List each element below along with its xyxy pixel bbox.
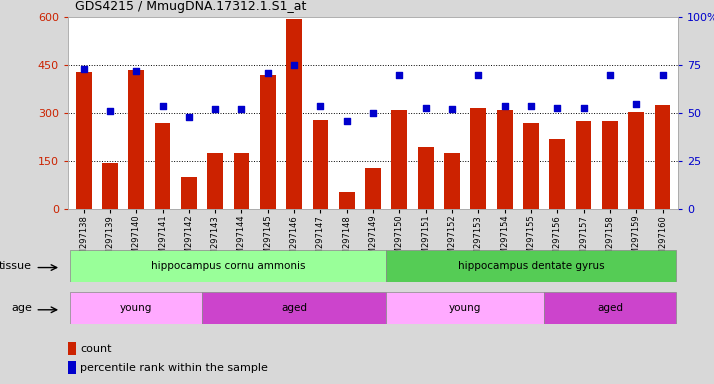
Bar bbox=[129, 70, 144, 209]
Bar bbox=[444, 153, 460, 209]
Bar bbox=[523, 123, 539, 209]
Bar bbox=[418, 147, 433, 209]
Text: aged: aged bbox=[281, 303, 307, 313]
Bar bbox=[386, 292, 544, 324]
Point bbox=[473, 72, 484, 78]
Bar bbox=[286, 19, 302, 209]
Point bbox=[315, 103, 326, 109]
Bar bbox=[365, 168, 381, 209]
Text: percentile rank within the sample: percentile rank within the sample bbox=[80, 363, 268, 373]
Point bbox=[209, 106, 221, 113]
Bar bbox=[313, 120, 328, 209]
Point bbox=[446, 106, 458, 113]
Bar bbox=[155, 123, 171, 209]
Text: hippocampus dentate gyrus: hippocampus dentate gyrus bbox=[458, 261, 604, 271]
Bar bbox=[655, 105, 670, 209]
Bar bbox=[68, 361, 76, 374]
Point bbox=[499, 103, 511, 109]
Bar bbox=[181, 177, 197, 209]
Point bbox=[367, 110, 378, 116]
Point bbox=[183, 114, 195, 120]
Bar bbox=[76, 72, 91, 209]
Point bbox=[657, 72, 668, 78]
Bar bbox=[544, 292, 675, 324]
Text: tissue: tissue bbox=[0, 261, 32, 271]
Bar bbox=[260, 75, 276, 209]
Bar bbox=[207, 153, 223, 209]
Point bbox=[288, 62, 300, 68]
Bar bbox=[602, 121, 618, 209]
Text: age: age bbox=[11, 303, 32, 313]
Bar bbox=[71, 292, 202, 324]
Bar bbox=[391, 110, 407, 209]
Point bbox=[341, 118, 353, 124]
Bar bbox=[549, 139, 565, 209]
Text: aged: aged bbox=[597, 303, 623, 313]
Point bbox=[104, 108, 116, 114]
Point bbox=[131, 68, 142, 74]
Bar bbox=[339, 192, 355, 209]
Bar bbox=[202, 292, 386, 324]
Bar bbox=[386, 250, 675, 282]
Text: young: young bbox=[449, 303, 481, 313]
Point bbox=[526, 103, 537, 109]
Point bbox=[630, 101, 642, 107]
Bar bbox=[628, 112, 644, 209]
Point bbox=[393, 72, 405, 78]
Point bbox=[262, 70, 273, 76]
Text: GDS4215 / MmugDNA.17312.1.S1_at: GDS4215 / MmugDNA.17312.1.S1_at bbox=[75, 0, 306, 13]
Bar bbox=[71, 250, 386, 282]
Bar bbox=[497, 110, 513, 209]
Point bbox=[551, 104, 563, 111]
Text: count: count bbox=[80, 344, 112, 354]
Bar bbox=[575, 121, 591, 209]
Bar bbox=[68, 342, 76, 355]
Bar bbox=[102, 163, 118, 209]
Point bbox=[236, 106, 247, 113]
Point bbox=[420, 104, 431, 111]
Text: hippocampus cornu ammonis: hippocampus cornu ammonis bbox=[151, 261, 306, 271]
Point bbox=[157, 103, 169, 109]
Bar bbox=[471, 109, 486, 209]
Point bbox=[578, 104, 589, 111]
Point bbox=[78, 66, 89, 72]
Bar bbox=[233, 153, 249, 209]
Text: young: young bbox=[120, 303, 152, 313]
Point bbox=[604, 72, 615, 78]
